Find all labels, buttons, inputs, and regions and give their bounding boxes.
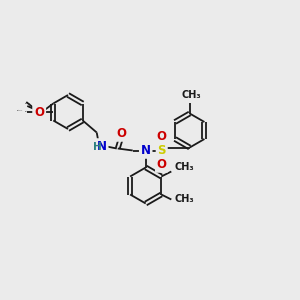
Text: S: S [158,144,166,157]
Text: O: O [157,130,167,143]
Text: methoxy: methoxy [17,110,23,111]
Text: CH₃: CH₃ [174,161,194,172]
Text: N: N [141,144,151,157]
Text: CH₃: CH₃ [182,89,201,100]
Text: H: H [93,142,101,152]
Text: O: O [117,127,127,140]
Text: N: N [97,140,107,153]
Text: O: O [157,158,167,171]
Text: methoxy: methoxy [25,103,32,104]
Text: O: O [34,106,44,118]
Text: O: O [34,106,44,118]
Text: CH₃: CH₃ [174,194,194,203]
Text: methoxy: methoxy [25,111,32,112]
